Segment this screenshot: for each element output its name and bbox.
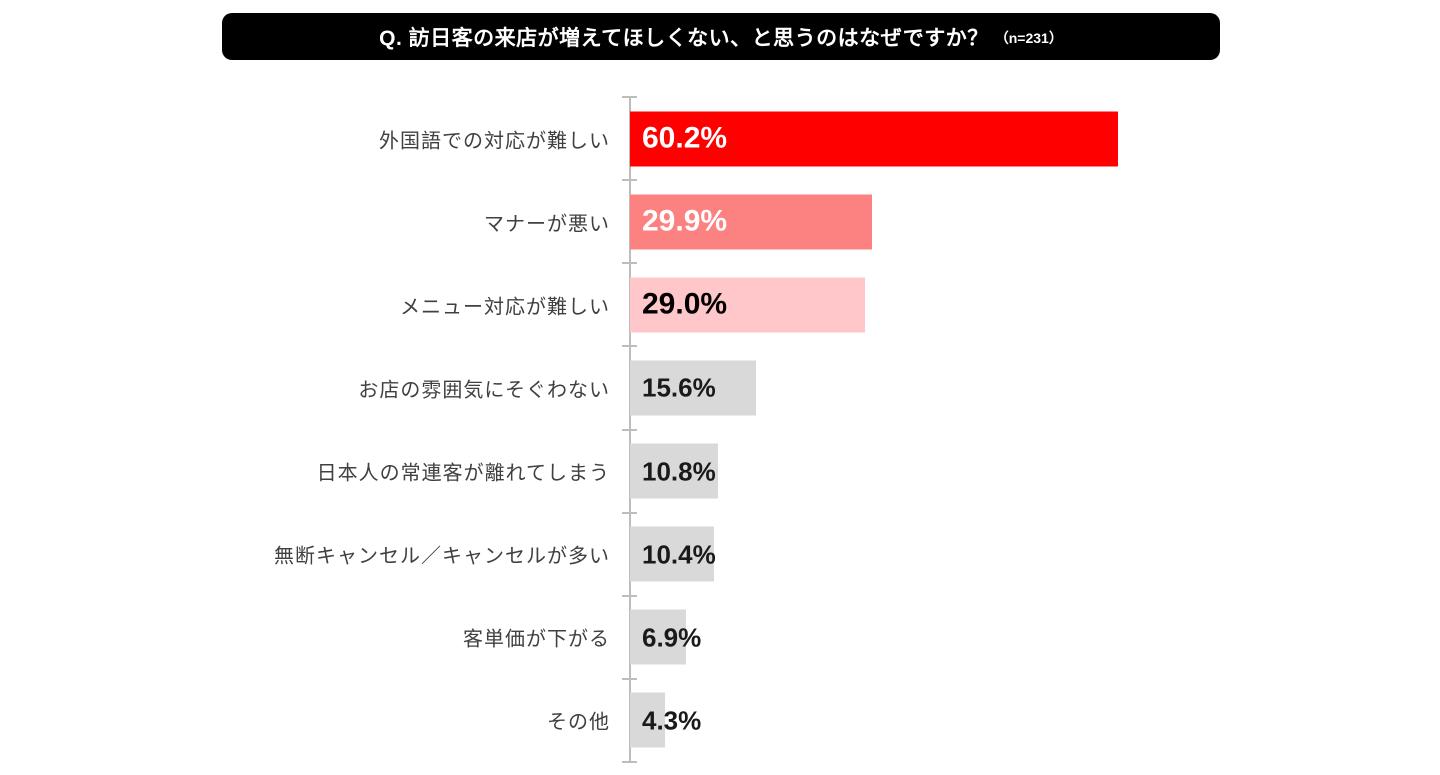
chart-title-banner: Q. 訪日客の来店が増えてほしくない、と思うのはなぜですか？ （n=231） (222, 13, 1220, 60)
axis-tick (622, 345, 637, 348)
axis-tick (622, 96, 637, 98)
value-label: 4.3% (642, 705, 702, 736)
bar-chart: 外国語での対応が難しい 60.2% マナーが悪い 29.9% メニュー対応が難しい 29.… (0, 96, 1440, 763)
value-label: 60.2% (642, 121, 728, 155)
bar-rows: 外国語での対応が難しい 60.2% マナーが悪い 29.9% メニュー対応が難しい 29.… (0, 97, 1440, 762)
bar-row: 客単価が下がる 6.9% (0, 596, 1440, 679)
bar: 4.3% (630, 692, 701, 748)
bar: 6.9% (630, 609, 701, 665)
bar: 15.6% (630, 360, 757, 416)
axis-tick (622, 179, 637, 182)
value-label: 10.4% (642, 539, 716, 570)
bar-row: お店の雰囲気にそぐわない 15.6% (0, 346, 1440, 429)
axis-tick (622, 511, 637, 514)
category-label: 無断キャンセル／キャンセルが多い (274, 545, 610, 568)
axis-tick (622, 677, 637, 680)
category-label: マナーが悪い (484, 213, 610, 236)
category-label: 外国語での対応が難しい (379, 130, 610, 153)
bar: 29.0% (630, 277, 866, 333)
axis-tick (622, 428, 637, 431)
category-label: お店の雰囲気にそぐわない (358, 379, 610, 402)
bar-row: マナーが悪い 29.9% (0, 180, 1440, 263)
axis-tick (622, 262, 637, 265)
bar-row: 日本人の常連客が離れてしまう 10.8% (0, 430, 1440, 513)
bar-row: その他 4.3% (0, 679, 1440, 762)
bar-row: 無断キャンセル／キャンセルが多い 10.4% (0, 513, 1440, 596)
value-label: 29.0% (642, 287, 728, 321)
category-label: メニュー対応が難しい (400, 296, 610, 319)
axis-tick (622, 761, 637, 763)
value-label: 10.8% (642, 456, 716, 487)
sample-size-note: （n=231） (994, 30, 1063, 46)
bar: 10.8% (630, 443, 718, 499)
bar: 10.4% (630, 526, 716, 582)
chart-title: Q. 訪日客の来店が増えてほしくない、と思うのはなぜですか？ (379, 26, 989, 50)
category-label: 日本人の常連客が離れてしまう (316, 462, 610, 485)
value-label: 15.6% (642, 372, 716, 403)
axis-tick (622, 594, 637, 597)
bar-row: 外国語での対応が難しい 60.2% (0, 97, 1440, 180)
category-label: その他 (547, 711, 610, 734)
category-label: 客単価が下がる (463, 628, 610, 651)
bar-row: メニュー対応が難しい 29.0% (0, 263, 1440, 346)
bar: 29.9% (630, 194, 873, 250)
value-label: 6.9% (642, 622, 702, 653)
value-label: 29.9% (642, 204, 728, 238)
bar: 60.2% (630, 111, 1118, 167)
